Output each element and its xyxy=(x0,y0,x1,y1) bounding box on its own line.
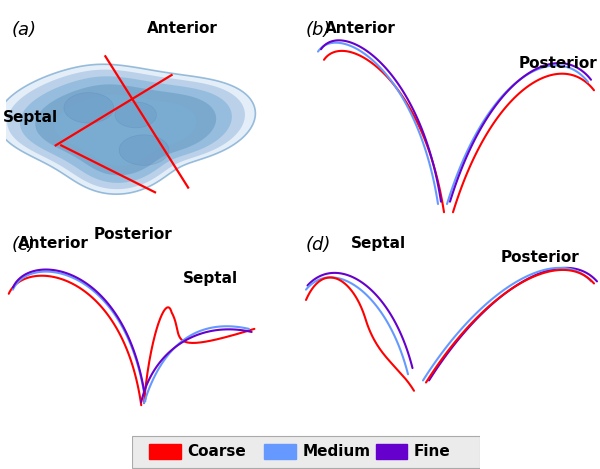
Text: Medium: Medium xyxy=(302,444,371,459)
Text: Septal: Septal xyxy=(3,110,58,125)
Text: Fine: Fine xyxy=(414,444,451,459)
Text: Posterior: Posterior xyxy=(94,227,172,242)
Text: (b): (b) xyxy=(306,21,331,39)
PathPatch shape xyxy=(115,102,157,128)
Text: Posterior: Posterior xyxy=(500,250,580,265)
Text: Septal: Septal xyxy=(350,236,406,251)
Text: Anterior: Anterior xyxy=(147,21,218,36)
Text: Posterior: Posterior xyxy=(518,56,598,71)
PathPatch shape xyxy=(20,76,232,183)
Text: Coarse: Coarse xyxy=(188,444,247,459)
PathPatch shape xyxy=(119,135,169,165)
PathPatch shape xyxy=(0,64,256,194)
PathPatch shape xyxy=(7,69,245,189)
FancyBboxPatch shape xyxy=(132,436,480,468)
Bar xyxy=(376,444,407,459)
Text: (c): (c) xyxy=(11,236,35,254)
Text: Septal: Septal xyxy=(182,271,238,286)
Text: Anterior: Anterior xyxy=(17,236,88,251)
PathPatch shape xyxy=(55,94,197,166)
PathPatch shape xyxy=(35,84,216,175)
PathPatch shape xyxy=(64,93,113,123)
Text: Anterior: Anterior xyxy=(325,21,395,36)
Text: (d): (d) xyxy=(306,236,331,254)
Bar xyxy=(264,444,296,459)
Bar xyxy=(149,444,181,459)
Text: (a): (a) xyxy=(11,21,37,39)
